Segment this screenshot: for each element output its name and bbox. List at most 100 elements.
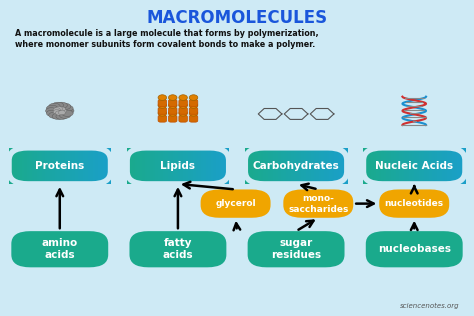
Circle shape [158,103,166,108]
Bar [106,148,109,184]
Bar [392,148,395,184]
Bar [160,148,164,184]
Bar [93,148,96,184]
Bar [389,148,392,184]
FancyBboxPatch shape [129,231,227,267]
Bar [153,148,156,184]
Text: mono-
saccharides: mono- saccharides [288,194,348,214]
Bar [142,148,146,184]
Bar [450,148,453,184]
Bar [379,148,382,184]
Bar [60,148,63,184]
Bar [364,148,367,184]
Bar [37,148,40,184]
Bar [291,148,294,184]
Bar [339,148,343,184]
Bar [163,148,166,184]
Bar [57,148,61,184]
Bar [457,148,461,184]
Bar [317,148,319,184]
Circle shape [158,95,166,100]
Bar [412,148,415,184]
Bar [337,148,340,184]
Bar [376,148,379,184]
Text: nucleobases: nucleobases [378,244,451,254]
Bar [52,148,55,184]
Circle shape [168,103,177,108]
Ellipse shape [59,112,71,118]
Bar [445,148,448,184]
Bar [442,148,446,184]
Ellipse shape [46,110,58,116]
Bar [145,148,148,184]
Bar [324,148,327,184]
FancyBboxPatch shape [379,190,449,218]
Bar [253,148,256,184]
Bar [201,148,204,184]
FancyBboxPatch shape [11,231,108,267]
Bar [394,148,397,184]
Bar [283,148,287,184]
Bar [271,148,274,184]
Circle shape [189,95,198,100]
Ellipse shape [59,103,71,110]
Bar [261,148,264,184]
Text: nucleotides: nucleotides [385,199,444,208]
Ellipse shape [55,106,63,111]
Ellipse shape [53,110,60,114]
Bar [157,148,161,184]
Bar [175,148,179,184]
Bar [24,148,27,184]
Bar [219,148,222,184]
Bar [137,148,140,184]
Bar [85,148,89,184]
Text: sugar
residues: sugar residues [271,238,321,260]
Bar [273,148,276,184]
Ellipse shape [63,108,74,114]
Bar [178,148,181,184]
Bar [185,148,189,184]
Bar [9,148,12,184]
Ellipse shape [49,112,60,118]
FancyBboxPatch shape [283,190,353,218]
Bar [150,148,153,184]
Bar [45,148,48,184]
Circle shape [168,111,177,116]
Ellipse shape [56,102,67,108]
Bar [100,148,104,184]
Text: fatty
acids: fatty acids [163,238,193,260]
Bar [127,148,130,184]
FancyBboxPatch shape [366,231,463,267]
Bar [98,148,101,184]
Bar [196,148,199,184]
Bar [429,148,433,184]
Bar [188,148,191,184]
FancyBboxPatch shape [158,115,166,122]
Bar [293,148,297,184]
Bar [368,148,372,184]
Ellipse shape [52,102,64,108]
Bar [342,148,345,184]
Bar [95,148,99,184]
Bar [206,148,209,184]
Bar [332,148,335,184]
Bar [203,148,207,184]
Circle shape [179,103,187,108]
Ellipse shape [55,111,63,115]
FancyBboxPatch shape [189,107,198,114]
FancyBboxPatch shape [247,231,345,267]
FancyBboxPatch shape [168,100,177,106]
Bar [135,148,138,184]
Bar [304,148,307,184]
FancyBboxPatch shape [179,107,187,114]
Bar [132,148,136,184]
Text: MACROMOLECULES: MACROMOLECULES [146,9,328,27]
Bar [329,148,332,184]
Bar [327,148,330,184]
Bar [73,148,76,184]
Bar [417,148,420,184]
Bar [198,148,201,184]
Bar [263,148,266,184]
Bar [460,148,463,184]
Bar [276,148,279,184]
